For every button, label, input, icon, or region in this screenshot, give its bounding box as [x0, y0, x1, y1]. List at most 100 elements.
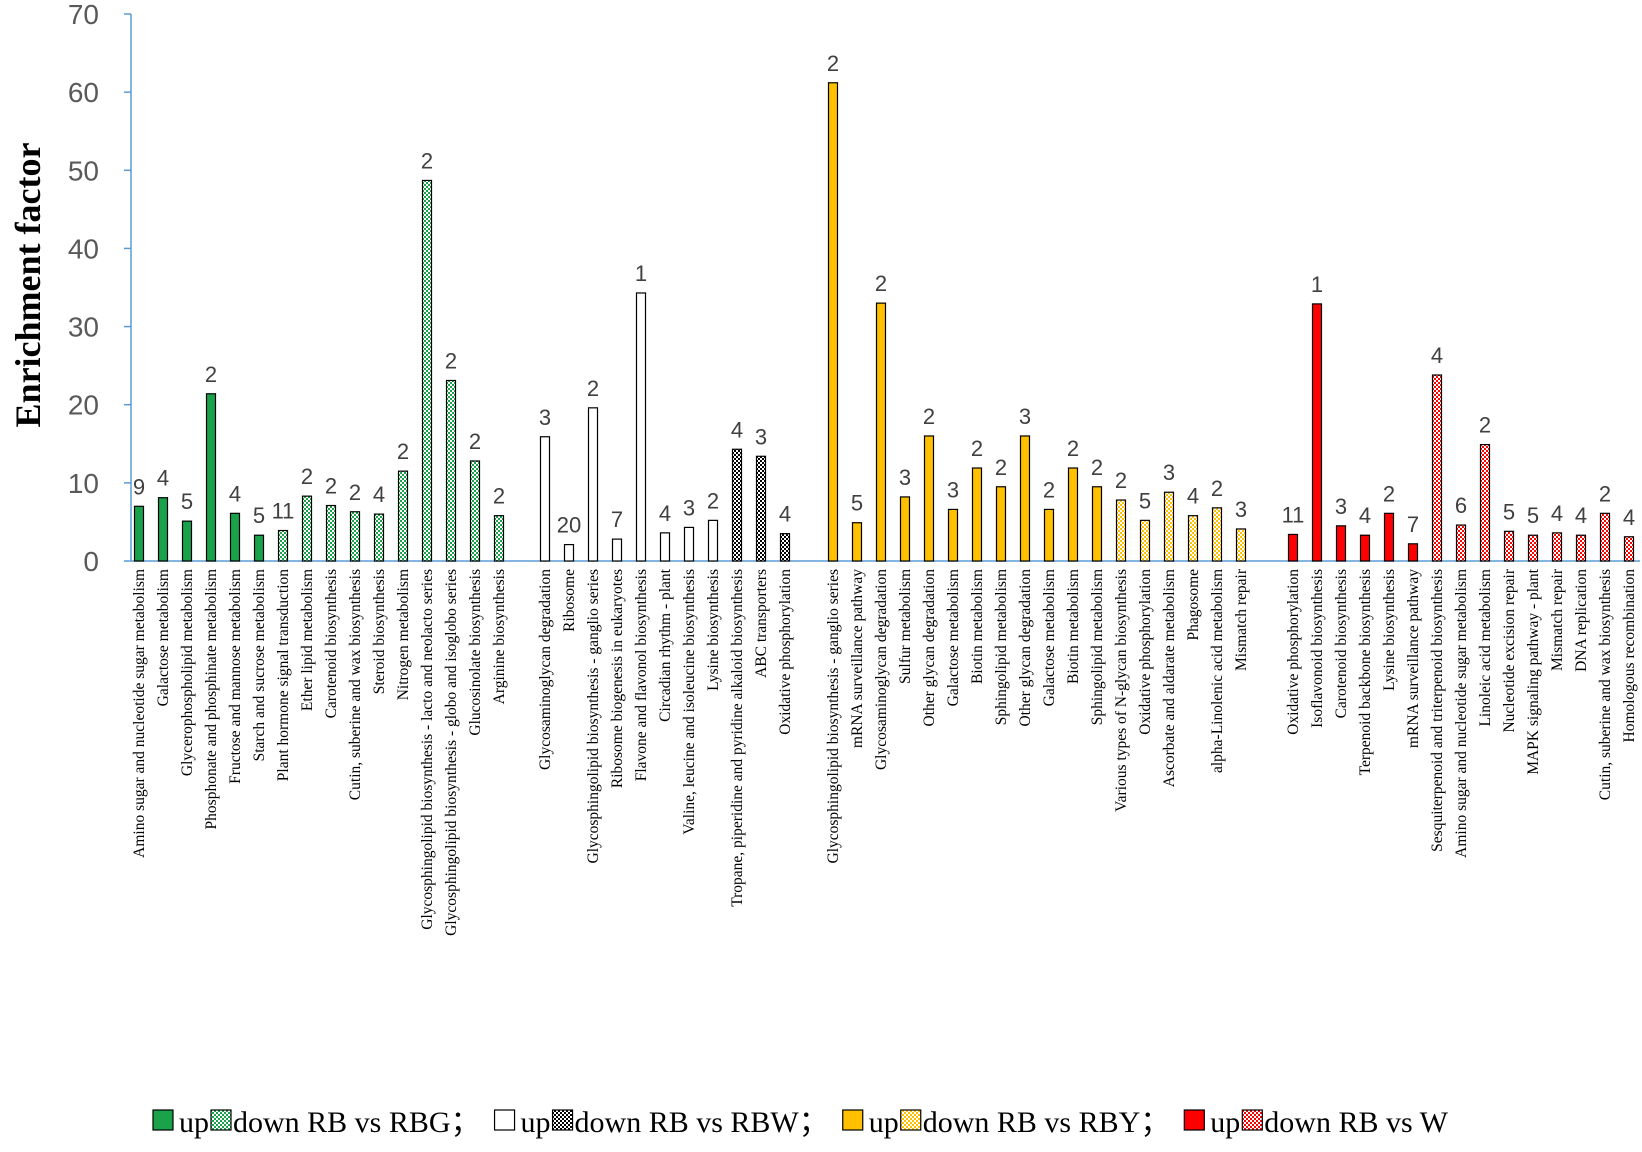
y-tick-label: 70 [68, 0, 99, 30]
bar [707, 519, 719, 562]
category-label: Ribosome biogenesis in eukaryotes [609, 569, 626, 788]
data-label: 2 [397, 439, 409, 464]
category-label: Sesquiterpenoid and triterpenoid biosynt… [1429, 569, 1446, 852]
category-label: mRNA surveillance pathway [1405, 569, 1422, 748]
category-label: Phagosome [1185, 569, 1202, 641]
data-label: 3 [1019, 404, 1031, 429]
y-tick-label: 30 [68, 312, 99, 343]
data-label: 2 [301, 464, 313, 489]
bar [205, 393, 217, 562]
bar [1599, 512, 1611, 562]
category-label: Homologous recombination [1621, 569, 1638, 743]
bar [1623, 536, 1635, 562]
data-label: 3 [683, 495, 695, 520]
category-label: Plant hormone signal transduction [275, 569, 292, 781]
data-label: 3 [1235, 497, 1247, 522]
bar [133, 505, 145, 562]
bar [731, 448, 743, 562]
category-label: Isoflavonoid biosynthesis [1309, 569, 1326, 728]
bar [157, 497, 169, 562]
data-label: 2 [1211, 476, 1223, 501]
category-label: Galactose metabolism [155, 569, 172, 706]
category-label: Lysine biosynthesis [1381, 569, 1398, 691]
bar [1287, 533, 1299, 562]
y-tick-label: 10 [68, 468, 99, 499]
category-label: Sphingolipid metabolism [1089, 569, 1106, 725]
category-label: Glycerophospholipid metabolism [179, 569, 196, 776]
bar [1503, 530, 1515, 562]
bar [325, 504, 337, 562]
data-label: 5 [851, 491, 863, 516]
data-label: 2 [707, 488, 719, 513]
data-label: 2 [469, 429, 481, 454]
category-label: Mismatch repair [1549, 568, 1566, 671]
bar [779, 533, 791, 562]
category-label: Ribosome [561, 569, 578, 632]
category-label: Steroid biosynthesis [371, 569, 388, 694]
bar [899, 496, 911, 562]
bar [1311, 303, 1323, 562]
category-label: Sphingolipid metabolism [993, 569, 1010, 725]
data-label: 2 [587, 376, 599, 401]
category-label: Glycosphingolipid biosynthesis - lacto a… [419, 569, 436, 930]
category-label: Flavone and flavonol biosynthesis [633, 569, 650, 781]
bar [1139, 519, 1151, 562]
category-label: Amino sugar and nucleotide sugar metabol… [131, 569, 148, 858]
bar [827, 82, 839, 562]
data-label: 3 [539, 405, 551, 430]
legend-label-up: up [869, 1106, 899, 1139]
category-label: Glycosphingolipid biosynthesis - globo a… [443, 569, 460, 936]
data-label: 2 [421, 148, 433, 173]
category-label: Galactose metabolism [945, 569, 962, 706]
category-label: Glycosaminoglycan degradation [537, 569, 554, 770]
bar [1359, 534, 1371, 562]
category-label: Other glycan degradation [921, 569, 938, 727]
bar [611, 538, 623, 562]
bar [1067, 467, 1079, 562]
category-label: Galactose metabolism [1041, 569, 1058, 706]
legend-label-down: down RB vs RBW； [575, 1106, 829, 1139]
data-label: 7 [1407, 512, 1419, 537]
data-label: 2 [1067, 436, 1079, 461]
category-label: Terpenoid backbone biosynthesis [1357, 569, 1374, 775]
category-label: Linoleic acid metabolism [1477, 569, 1494, 727]
legend-swatch-down [210, 1109, 232, 1131]
data-label: 4 [1623, 505, 1635, 530]
category-label: alpha-Linolenic acid metabolism [1209, 569, 1226, 773]
legend-label-up: up [521, 1106, 551, 1139]
legend: up down RB vs RBG； up down RB vs RBW； up down… [152, 1106, 1449, 1139]
category-label: Cutin, suberine and wax biosynthesis [347, 569, 364, 800]
data-label: 2 [923, 404, 935, 429]
data-label: 5 [253, 503, 265, 528]
category-label: Glycosphingolipid biosynthesis - ganglio… [825, 569, 842, 863]
bar [1407, 543, 1419, 562]
bar [277, 529, 289, 562]
category-label: Mismatch repair [1233, 568, 1250, 671]
data-label: 4 [373, 482, 385, 507]
data-label: 3 [1163, 460, 1175, 485]
category-label: Amino sugar and nucleotide sugar metabol… [1453, 569, 1470, 858]
bar [683, 526, 695, 562]
data-label: 3 [947, 477, 959, 502]
bar [1163, 491, 1175, 562]
bar [181, 520, 193, 562]
bar [253, 534, 265, 562]
category-label: Glucosinolate biosynthesis [467, 569, 484, 736]
legend-swatch-down [1241, 1109, 1263, 1131]
bar [635, 292, 647, 562]
data-label: 4 [1575, 503, 1587, 528]
bar [349, 511, 361, 562]
bar [563, 543, 575, 562]
data-label: 2 [1115, 468, 1127, 493]
data-label: 5 [1527, 503, 1539, 528]
category-label: Various types of N-glycan biosynthesis [1113, 569, 1130, 812]
data-label: 4 [1551, 501, 1563, 526]
bar [539, 436, 551, 562]
category-label: Glycosaminoglycan degradation [873, 569, 890, 770]
bar [493, 515, 505, 562]
bar [1115, 499, 1127, 562]
category-label: Circadian rhythm - plant [657, 568, 674, 721]
bar [1235, 528, 1247, 562]
category-label: DNA replication [1573, 569, 1590, 672]
legend-swatch-up [842, 1109, 864, 1131]
